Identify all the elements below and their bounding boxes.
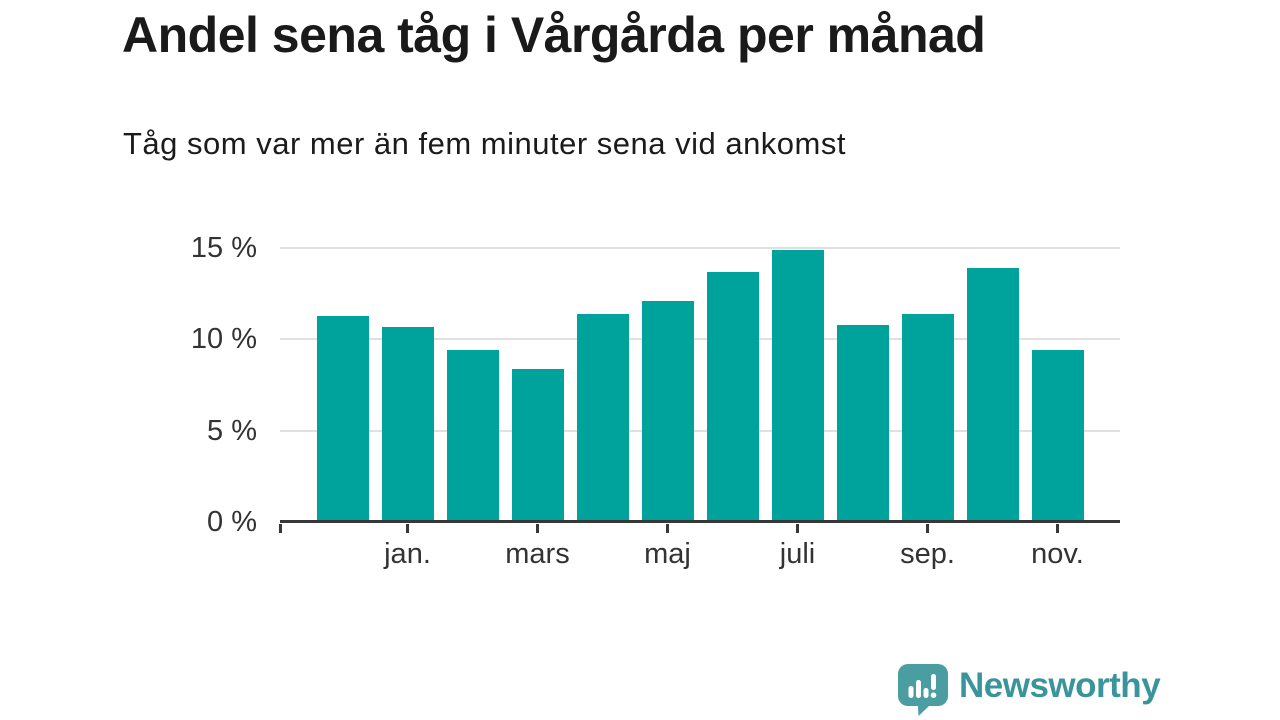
bar-sep. [901, 313, 954, 522]
bar-aug. [836, 324, 889, 522]
bar-series [280, 229, 1120, 522]
x-tick-nov. [1056, 524, 1059, 533]
gridline-5 [280, 429, 1120, 432]
y-tick-label-0: 0 % [207, 506, 257, 538]
bar-juni [706, 271, 759, 522]
icon-bar-3 [923, 688, 929, 698]
bar-maj [641, 300, 694, 522]
x-axis-labels: jan. mars maj juli sep. nov. [280, 538, 1120, 578]
newsworthy-logo: Newsworthy [897, 663, 1161, 716]
bar-apr. [576, 313, 629, 522]
x-tick-jan. [406, 524, 409, 533]
x-tick-label-juli: juli [779, 538, 816, 570]
bar-jan. [381, 326, 434, 522]
bar-juli [771, 249, 824, 522]
y-axis-labels: 0 % 5 % 10 % 15 % [0, 229, 257, 538]
x-axis-line [280, 520, 1120, 523]
x-tick-maj [666, 524, 669, 533]
bar-mars [511, 368, 564, 522]
chart-title: Andel sena tåg i Vårgårda per månad [122, 7, 986, 63]
y-tick-label-15: 15 % [190, 232, 257, 264]
newsworthy-wordmark: Newsworthy [959, 666, 1161, 705]
x-tick-label-maj: maj [644, 538, 691, 570]
plot-area [279, 229, 1120, 533]
x-tick-label-jan.: jan. [384, 538, 431, 570]
bar-okt. [966, 268, 1019, 522]
icon-exclamation-dot [930, 692, 937, 698]
y-tick-label-10: 10 % [190, 323, 257, 356]
icon-bar-2 [916, 680, 921, 698]
axis-origin-tick [279, 524, 282, 533]
x-tick-label-sep.: sep. [900, 538, 955, 570]
x-tick-mars [536, 524, 539, 533]
icon-exclamation-bar [931, 674, 936, 690]
x-tick-juli [796, 524, 799, 533]
y-tick-label-5: 5 % [207, 414, 257, 447]
bar-dec. [316, 315, 369, 522]
gridline-10 [280, 338, 1120, 341]
x-tick-label-mars: mars [505, 538, 570, 570]
x-tick-label-nov.: nov. [1031, 538, 1084, 570]
gridline-15 [280, 247, 1120, 249]
chart-subtitle: Tåg som var mer än fem minuter sena vid … [123, 126, 846, 161]
icon-bar-1 [908, 686, 914, 698]
x-tick-sep. [926, 524, 929, 533]
newsworthy-speech-bubble-icon [898, 664, 948, 716]
bar-feb. [446, 350, 499, 522]
bar-nov. [1031, 350, 1084, 522]
